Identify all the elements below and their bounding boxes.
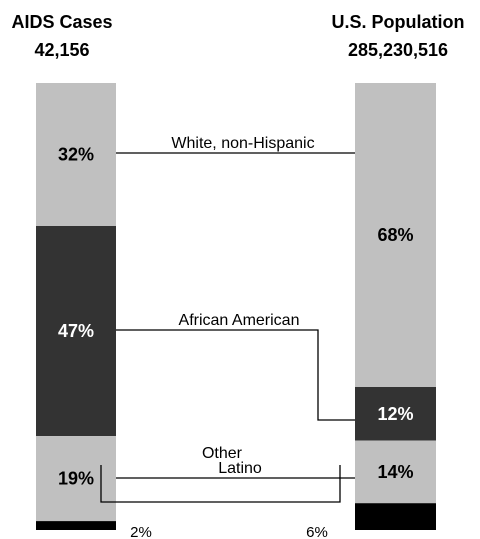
label-white-non-hispanic: White, non-Hispanic	[171, 135, 314, 152]
connectors	[100, 152, 355, 503]
population-segment-other	[355, 503, 436, 530]
population-segment-latino	[355, 440, 436, 504]
label-african-american: African American	[179, 312, 300, 329]
connector-african-american	[116, 329, 355, 421]
aids-pct-african-american: 47%	[58, 321, 94, 341]
aids-segment-other	[36, 521, 116, 530]
aids-segment-white-non-hispanic	[36, 83, 116, 226]
aids-segment-latino	[36, 436, 116, 521]
aids-pct-white-non-hispanic: 32%	[58, 145, 94, 165]
aids-cases-title: AIDS Cases	[11, 12, 112, 32]
bars: 32% 47% 19% 68% 12% 14%	[36, 83, 436, 530]
population-other-pct: 6%	[306, 524, 328, 539]
connector-other	[100, 465, 341, 503]
population-pct-african-american: 12%	[377, 404, 413, 424]
population-segment-white-non-hispanic	[355, 83, 436, 387]
population-pct-latino: 14%	[377, 462, 413, 482]
population-total: 285,230,516	[348, 40, 448, 60]
population-segment-african-american	[355, 387, 436, 441]
population-title: U.S. Population	[332, 12, 465, 32]
aids-pct-latino: 19%	[58, 469, 94, 489]
label-other: Other	[202, 445, 243, 462]
aids-cases-total: 42,156	[34, 40, 89, 60]
population-pct-white-non-hispanic: 68%	[377, 225, 413, 245]
aids-segment-african-american	[36, 226, 116, 437]
aids-other-pct: 2%	[130, 524, 152, 539]
label-latino: Latino	[218, 460, 262, 477]
